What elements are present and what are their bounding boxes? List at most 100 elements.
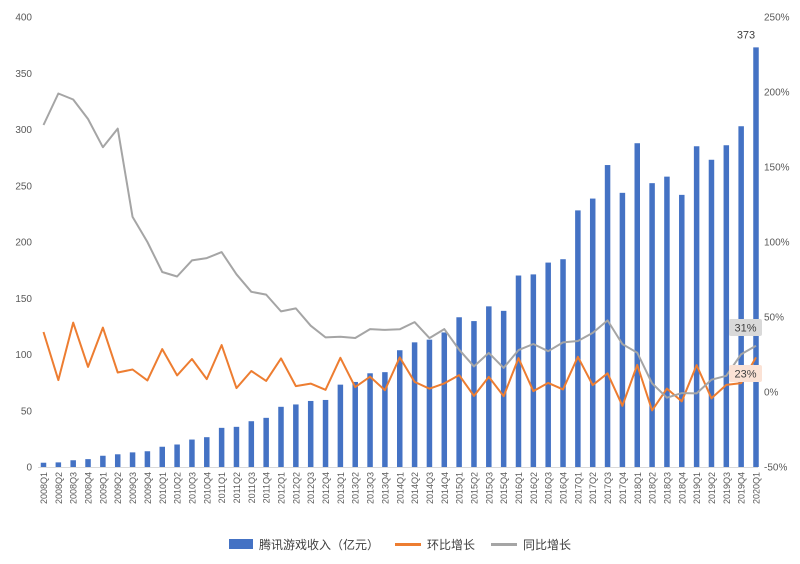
right-axis-tick: 250% xyxy=(764,13,790,24)
revenue-bar xyxy=(500,310,507,467)
x-axis-label: 2014Q2 xyxy=(410,472,420,504)
x-axis-label: 2013Q3 xyxy=(366,472,376,504)
x-axis-label: 2016Q2 xyxy=(529,472,539,504)
x-axis-label: 2018Q2 xyxy=(648,472,658,504)
x-axis-label: 2013Q2 xyxy=(351,472,361,504)
revenue-bar xyxy=(456,317,462,467)
revenue-bar xyxy=(263,417,269,467)
revenue-bar xyxy=(129,452,136,467)
revenue-bar xyxy=(159,446,165,467)
x-axis-label: 2009Q2 xyxy=(113,472,123,504)
legend-item-revenue: 腾讯游戏收入（亿元） xyxy=(228,536,379,553)
x-axis-label: 2018Q1 xyxy=(633,472,643,504)
revenue-bar xyxy=(693,146,700,467)
revenue-bar xyxy=(114,454,121,467)
x-axis-label: 2009Q3 xyxy=(128,472,138,504)
revenue-bar xyxy=(189,439,195,467)
revenue-bar xyxy=(604,165,611,468)
revenue-bar xyxy=(233,426,240,467)
revenue-bar xyxy=(218,427,225,467)
left-axis-tick: 250 xyxy=(15,181,32,192)
revenue-bar xyxy=(723,145,730,467)
right-axis-tick: 0% xyxy=(764,388,779,399)
x-axis-label: 2019Q1 xyxy=(692,472,702,504)
left-axis-tick: 300 xyxy=(15,125,32,136)
yoy-end-label: 31% xyxy=(734,323,756,335)
revenue-bar xyxy=(40,462,47,467)
revenue-bar xyxy=(634,143,640,467)
x-axis-label: 2012Q4 xyxy=(321,472,331,504)
legend-label-revenue: 腾讯游戏收入（亿元） xyxy=(258,537,379,552)
x-axis-label: 2008Q3 xyxy=(69,472,79,504)
x-axis-label: 2015Q1 xyxy=(455,472,465,504)
revenue-bar xyxy=(738,126,744,468)
x-axis-label: 2011Q3 xyxy=(247,472,257,503)
revenue-bar xyxy=(664,176,670,467)
x-axis-label: 2017Q2 xyxy=(588,472,598,504)
revenue-bar xyxy=(278,406,284,467)
right-axis-tick: 50% xyxy=(764,313,784,324)
x-axis-label: 2017Q3 xyxy=(603,472,613,504)
x-axis-label: 2018Q3 xyxy=(662,472,672,504)
x-axis-label: 2011Q2 xyxy=(232,472,242,503)
revenue-bar xyxy=(708,159,715,467)
revenue-bar xyxy=(426,339,433,467)
x-axis-label: 2013Q1 xyxy=(336,472,346,504)
revenue-bar xyxy=(753,47,759,467)
legend-gray-line-swatch-icon xyxy=(491,542,517,546)
legend-orange-line-swatch-icon xyxy=(394,542,421,546)
revenue-bar xyxy=(471,321,477,467)
x-axis-label: 2019Q2 xyxy=(707,472,717,504)
x-axis-label: 2011Q1 xyxy=(217,472,227,503)
x-axis-label: 2016Q1 xyxy=(514,472,524,504)
right-axis-tick: 100% xyxy=(764,238,790,249)
x-axis-label: 2010Q1 xyxy=(158,472,168,504)
revenue-bar xyxy=(515,275,522,467)
x-axis-label: 2020Q1 xyxy=(752,472,762,504)
revenue-bar xyxy=(204,437,210,467)
chart-legend: 腾讯游戏收入（亿元） 环比增长 同比增长 xyxy=(0,528,800,560)
legend-label-qoq: 环比增长 xyxy=(426,537,475,552)
x-axis-label: 2012Q1 xyxy=(277,472,287,504)
x-axis-label: 2008Q2 xyxy=(54,472,64,504)
left-axis-tick: 200 xyxy=(15,238,32,249)
revenue-bar xyxy=(55,462,62,467)
x-axis-label: 2010Q3 xyxy=(187,472,197,504)
x-axis-label: 2010Q4 xyxy=(202,472,212,504)
x-axis-label: 2014Q1 xyxy=(395,472,405,504)
revenue-bar xyxy=(337,384,344,467)
x-axis-label: 2011Q4 xyxy=(262,472,272,503)
x-axis-label: 2019Q4 xyxy=(737,472,747,504)
x-axis-label: 2014Q4 xyxy=(440,472,450,504)
revenue-bar xyxy=(530,274,537,467)
x-axis-label: 2015Q2 xyxy=(469,472,479,504)
x-axis-label: 2015Q4 xyxy=(499,472,509,504)
yoy-growth-line xyxy=(42,92,757,399)
revenue-bar xyxy=(248,421,255,467)
left-axis-tick: 100 xyxy=(15,350,32,361)
x-axis-label: 2012Q3 xyxy=(306,472,316,504)
qoq-end-label-box xyxy=(729,365,762,382)
x-axis-label: 2015Q3 xyxy=(484,472,494,504)
right-axis-tick: 150% xyxy=(764,163,790,174)
left-axis-tick: 0 xyxy=(26,463,32,474)
revenue-bar xyxy=(397,350,403,467)
revenue-bar xyxy=(322,399,329,467)
right-axis-tick: -50% xyxy=(764,463,787,474)
x-axis-label: 2010Q2 xyxy=(173,472,183,504)
legend-bar-swatch-icon xyxy=(228,539,253,549)
x-axis-label: 2018Q4 xyxy=(677,472,687,504)
revenue-bar xyxy=(560,259,566,467)
revenue-bar xyxy=(545,262,551,467)
tencent-game-revenue-chart: 0 50 100 150 200 250 300 350 400 -50% 0% 50% 100% 150… xyxy=(15,13,790,505)
qoq-end-label: 23% xyxy=(734,369,756,381)
revenue-bar xyxy=(382,372,388,467)
x-axis-label: 2008Q1 xyxy=(39,472,49,504)
revenue-bar xyxy=(100,455,106,467)
revenue-bar xyxy=(352,381,358,467)
x-axis-label: 2009Q1 xyxy=(98,472,108,504)
x-axis-label: 2017Q1 xyxy=(573,472,583,504)
legend-item-yoy: 同比增长 xyxy=(491,536,571,553)
x-axis-label: 2017Q4 xyxy=(618,472,628,504)
